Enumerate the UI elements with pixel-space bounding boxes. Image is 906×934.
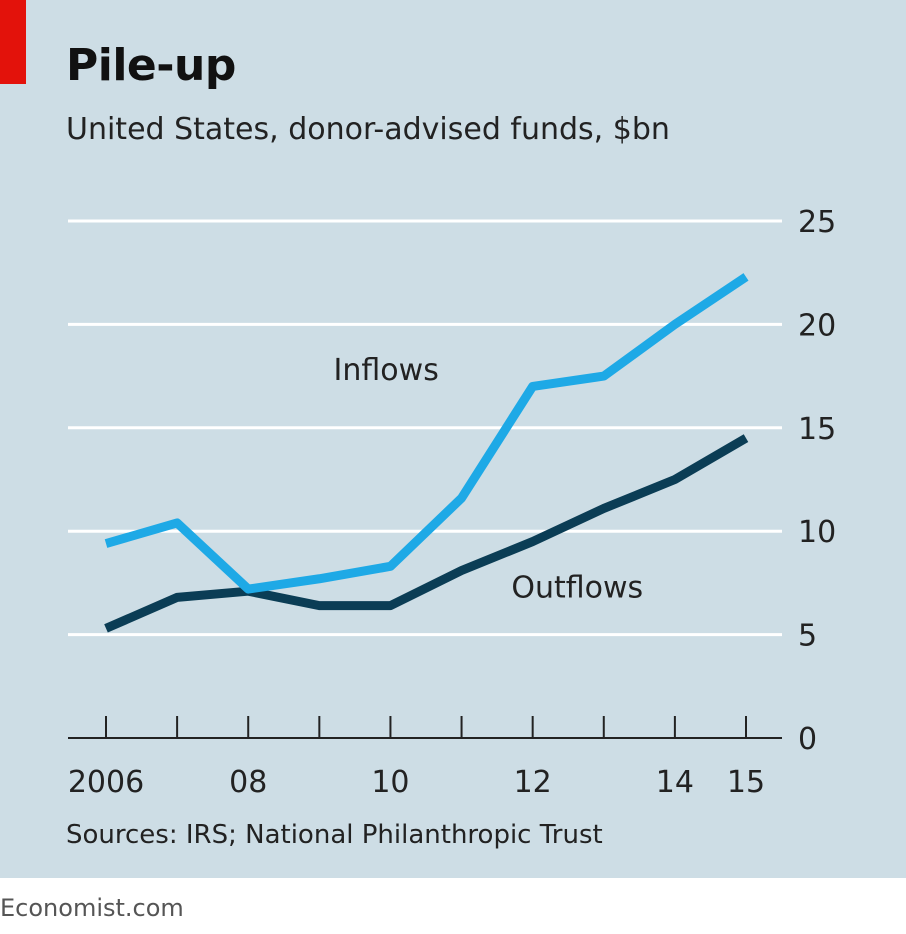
x-tick-label: 15 bbox=[727, 765, 765, 800]
x-tick-label: 10 bbox=[371, 765, 409, 800]
x-tick-label: 14 bbox=[656, 765, 694, 800]
economist-brand: Economist.com bbox=[0, 894, 184, 922]
chart-subtitle: United States, donor-advised funds, $bn bbox=[66, 112, 670, 147]
chart-panel bbox=[0, 0, 906, 878]
series-line-inflows bbox=[104, 273, 749, 594]
source-note: Sources: IRS; National Philanthropic Tru… bbox=[66, 820, 603, 850]
y-tick-label: 5 bbox=[798, 619, 817, 654]
x-tick-label: 12 bbox=[514, 765, 552, 800]
red-accent-tag bbox=[0, 0, 26, 84]
series-label-outflows: Outflows bbox=[511, 570, 643, 605]
x-tick-label: 08 bbox=[229, 765, 267, 800]
y-tick-label: 25 bbox=[798, 205, 836, 240]
series-line-outflows bbox=[104, 434, 749, 633]
y-tick-label: 20 bbox=[798, 308, 836, 343]
gridlines bbox=[68, 219, 782, 637]
y-tick-label: 15 bbox=[798, 412, 836, 447]
chart-title: Pile-up bbox=[66, 40, 236, 91]
series-label-inflows: Inflows bbox=[334, 353, 439, 388]
series-lines bbox=[104, 273, 749, 633]
x-tick-label: 2006 bbox=[68, 765, 144, 800]
chart-labels: 0 5 10 15 20 25 2006 08 10 12 14 15 Inflows Outflows bbox=[68, 205, 836, 800]
x-axis bbox=[68, 716, 782, 739]
y-tick-label: 0 bbox=[798, 722, 817, 757]
y-tick-label: 10 bbox=[798, 515, 836, 550]
